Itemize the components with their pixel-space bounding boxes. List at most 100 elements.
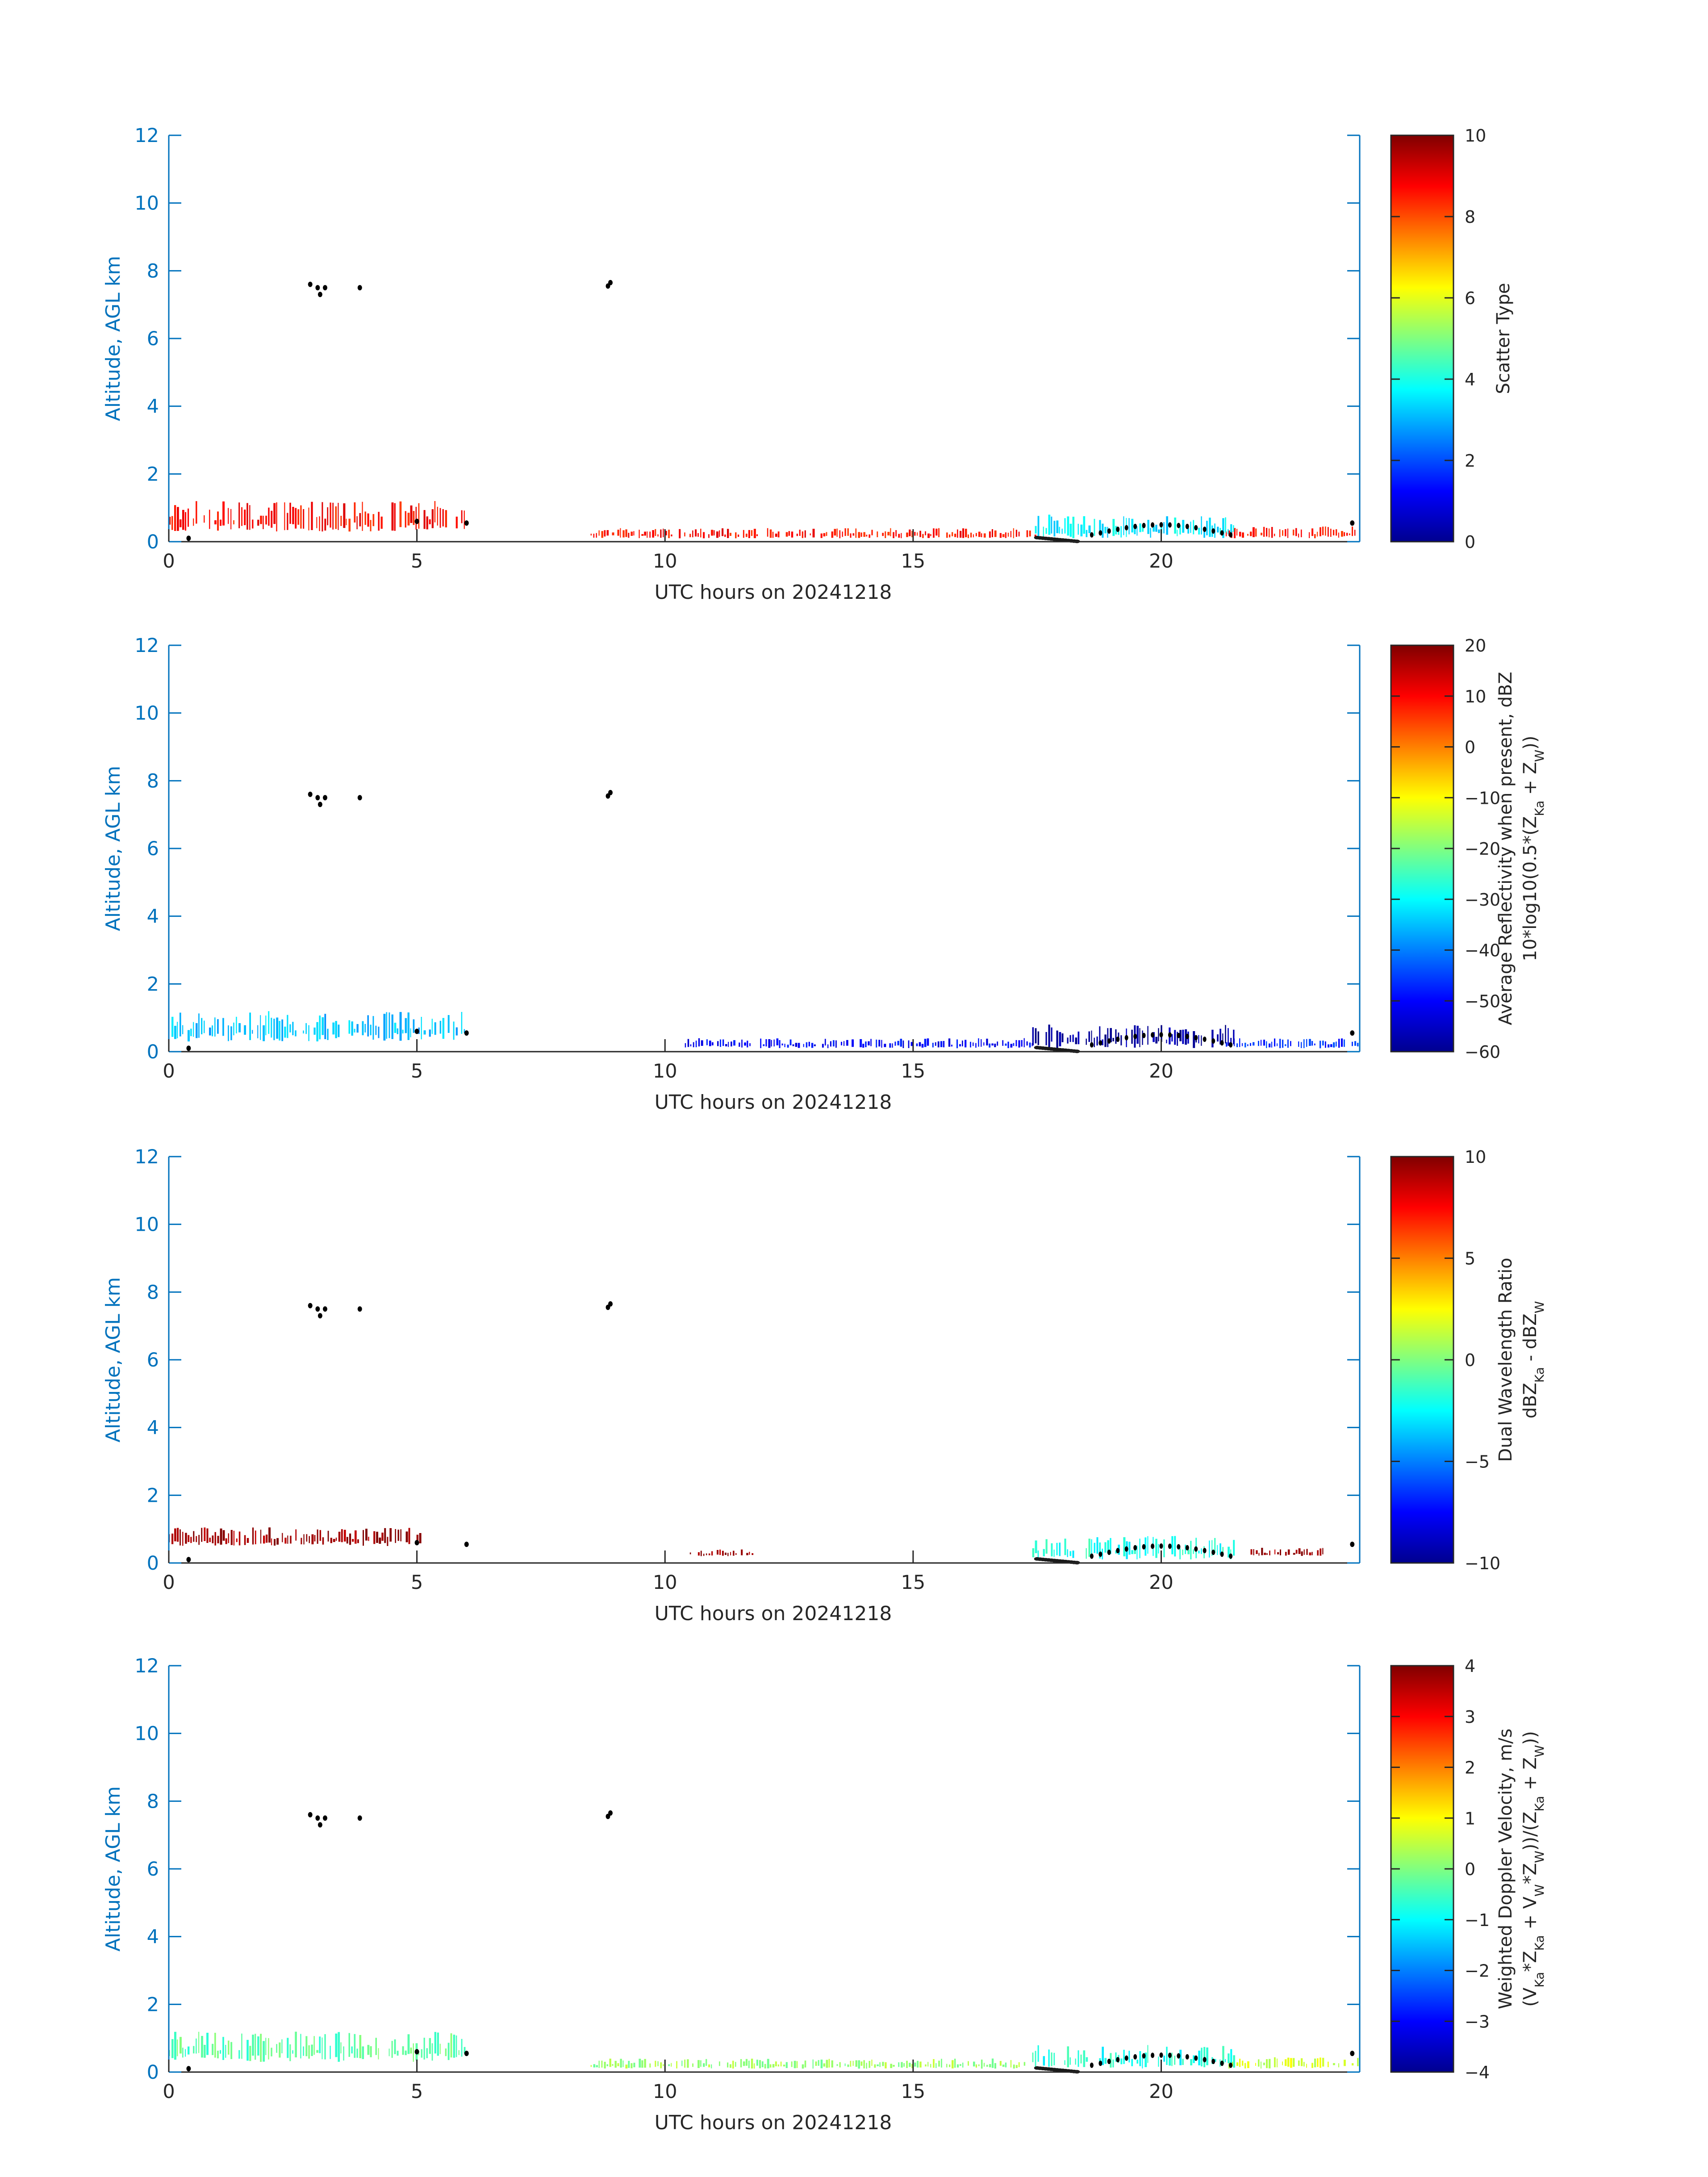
echo-streak <box>238 2050 240 2059</box>
echo-streak <box>1072 1550 1074 1558</box>
echo-streak <box>413 511 415 525</box>
echo-streak <box>1104 1542 1107 1553</box>
echo-streak <box>719 530 720 537</box>
echo-streak <box>1099 1026 1101 1041</box>
echo-streak <box>405 1531 408 1542</box>
echo-streak <box>266 1534 268 1543</box>
echo-streak <box>1051 1027 1052 1042</box>
echo-streak <box>292 507 294 524</box>
data-marker <box>1098 530 1102 536</box>
echo-streak <box>1091 1030 1092 1042</box>
echo-streak <box>214 2033 216 2058</box>
x-axis-label: UTC hours on 20241218 <box>655 581 892 604</box>
echo-layer <box>1032 1024 1235 1048</box>
echo-streak <box>828 2059 830 2068</box>
echo-streak <box>185 1533 187 1544</box>
data-marker <box>1211 1038 1215 1044</box>
echo-streak <box>876 1040 877 1048</box>
echo-streak <box>1094 518 1095 536</box>
echo-streak <box>777 531 780 538</box>
echo-streak <box>309 1536 310 1543</box>
echo-streak <box>1155 1036 1158 1044</box>
echo-streak <box>769 529 772 538</box>
y-tick-label: 4 <box>147 906 159 928</box>
y-tick-label: 8 <box>147 1281 159 1304</box>
echo-streak <box>317 1529 318 1544</box>
echo-streak <box>902 1040 904 1048</box>
echo-streak <box>455 516 458 529</box>
echo-streak <box>711 1551 713 1556</box>
data-marker <box>1350 1542 1355 1547</box>
echo-streak <box>879 2062 881 2067</box>
data-marker <box>414 518 419 524</box>
colorbar-tick-label: −60 <box>1465 1042 1500 1062</box>
echo-streak <box>890 2064 893 2068</box>
echo-streak <box>292 1022 294 1036</box>
data-marker <box>308 791 313 797</box>
data-marker <box>414 1028 419 1034</box>
echo-streak <box>370 2046 372 2057</box>
echo-streak <box>981 533 982 537</box>
echo-streak <box>198 1535 200 1545</box>
echo-layer <box>685 1038 1033 1049</box>
echo-streak <box>866 2063 867 2069</box>
data-marker <box>1177 2053 1181 2059</box>
y-tick-label: 10 <box>134 1723 159 1745</box>
echo-streak <box>180 1012 181 1036</box>
echo-streak <box>1035 526 1037 534</box>
echo-streak <box>1285 529 1286 536</box>
echo-streak <box>749 1552 750 1555</box>
echo-streak <box>362 2046 364 2059</box>
echo-streak <box>1177 530 1178 536</box>
echo-streak <box>1136 2060 1139 2064</box>
echo-streak <box>612 532 614 535</box>
data-marker <box>1194 525 1198 531</box>
echo-streak <box>1185 1544 1186 1554</box>
echo-streak <box>695 1040 697 1048</box>
echo-streak <box>1043 2056 1045 2066</box>
echo-streak <box>901 533 902 539</box>
echo-streak <box>324 518 326 531</box>
data-marker <box>1203 526 1207 532</box>
echo-streak <box>649 531 651 538</box>
echo-streak <box>906 2060 908 2068</box>
echo-streak <box>869 2061 870 2068</box>
echo-streak <box>265 1015 267 1036</box>
echo-streak <box>212 2043 214 2055</box>
echo-streak <box>909 529 911 536</box>
echo-streak <box>1269 2059 1271 2068</box>
echo-streak <box>631 2063 633 2068</box>
echo-streak <box>1354 530 1356 536</box>
echo-streak <box>355 1530 357 1544</box>
echo-streak <box>364 1024 366 1033</box>
echo-layer <box>1228 2057 1359 2069</box>
echo-streak <box>209 1538 211 1542</box>
echo-streak <box>919 1042 921 1047</box>
echo-streak <box>260 2034 262 2062</box>
echo-streak <box>935 1042 936 1046</box>
echo-streak <box>177 1528 179 1542</box>
y-axis-label: Altitude, AGL km <box>102 1277 125 1442</box>
echo-streak <box>622 530 625 538</box>
y-tick-label: 0 <box>147 2061 159 2084</box>
echo-streak <box>820 533 823 538</box>
echo-streak <box>830 1041 831 1047</box>
echo-streak <box>962 2062 964 2068</box>
echo-streak <box>1344 2060 1346 2066</box>
echo-streak <box>767 2059 769 2068</box>
echo-streak <box>1317 1550 1319 1556</box>
echo-streak <box>1255 528 1257 537</box>
echo-streak <box>792 1044 794 1046</box>
echo-streak <box>268 1527 271 1543</box>
echo-streak <box>1253 1042 1255 1046</box>
echo-streak <box>882 2062 884 2066</box>
echo-streak <box>826 532 827 536</box>
data-marker <box>1116 526 1120 532</box>
echo-streak <box>1311 1041 1313 1046</box>
echo-streak <box>893 532 894 539</box>
echo-streak <box>1110 1028 1112 1042</box>
echo-streak <box>590 2065 592 2067</box>
data-marker <box>1142 1544 1146 1550</box>
echo-streak <box>1153 1032 1155 1042</box>
echo-streak <box>689 534 691 537</box>
